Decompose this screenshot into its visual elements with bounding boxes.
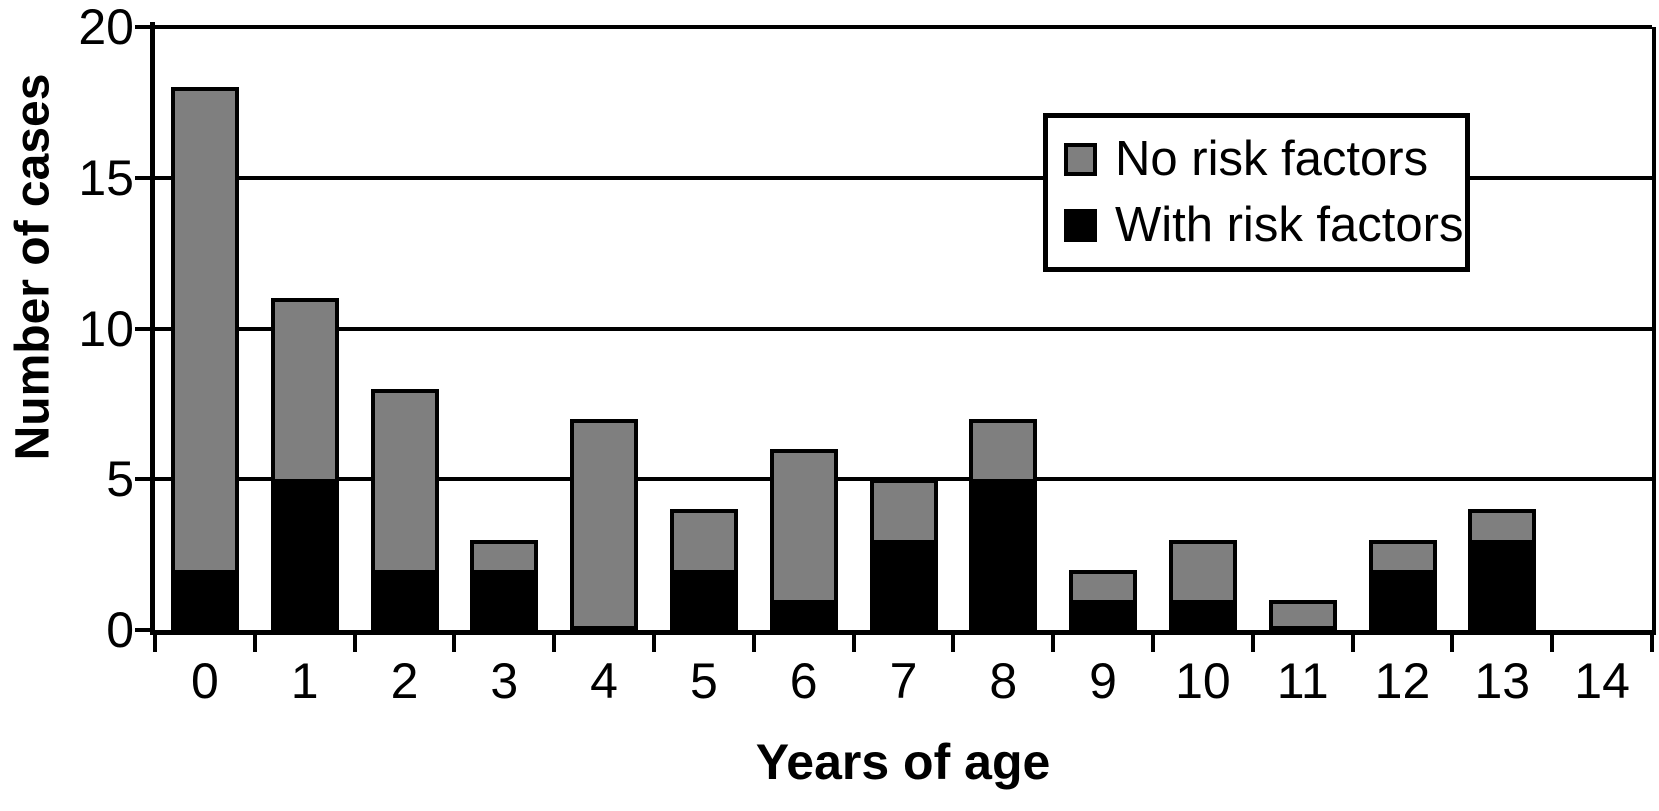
bar-segment-with-risk-factors-age-3: [474, 569, 535, 626]
legend-item-no-risk-factors: No risk factors: [1064, 135, 1465, 184]
x-tick-9: [1051, 633, 1056, 652]
x-tick-11: [1250, 633, 1255, 652]
x-tick-label-2: 2: [390, 653, 419, 709]
x-tick-14: [1550, 633, 1555, 652]
x-tick-13: [1450, 633, 1455, 652]
y-axis-title: Number of cases: [6, 73, 60, 461]
bar-age-3: [470, 540, 539, 630]
bar-age-11: [1268, 600, 1337, 630]
legend-swatch-no-risk-factors: [1064, 143, 1097, 176]
x-tick-label-12: 12: [1374, 653, 1431, 709]
plot-area: [155, 25, 1656, 635]
bar-age-2: [370, 389, 439, 630]
bar-segment-with-risk-factors-age-1: [274, 479, 335, 626]
x-tick-2: [352, 633, 357, 652]
x-tick-label-9: 9: [1089, 653, 1117, 709]
bar-segment-with-risk-factors-age-9: [1073, 599, 1134, 626]
legend-label-with-risk-factors: With risk factors: [1115, 198, 1464, 252]
y-tick-10: [135, 326, 155, 331]
x-tick-label-4: 4: [590, 653, 618, 709]
x-tick-3: [452, 633, 457, 652]
y-tick-5: [135, 477, 155, 482]
y-tick-label-5: 5: [106, 451, 134, 508]
bar-age-13: [1468, 509, 1537, 630]
gridline-y-15: [155, 175, 1652, 180]
x-tick-label-10: 10: [1175, 653, 1231, 709]
x-tick-6: [751, 633, 756, 652]
x-tick-1: [252, 633, 257, 652]
bar-age-9: [1069, 570, 1138, 630]
bar-segment-with-risk-factors-age-6: [773, 599, 834, 626]
legend-item-with-risk-factors: With risk factors: [1064, 201, 1465, 250]
bar-segment-with-risk-factors-age-5: [673, 569, 734, 626]
x-tick-label-7: 7: [889, 653, 918, 709]
x-tick-15: [1650, 633, 1654, 652]
bar-segment-with-risk-factors-age-0: [174, 569, 235, 626]
x-tick-0: [153, 633, 157, 652]
bar-segment-with-risk-factors-age-13: [1472, 539, 1533, 626]
x-tick-4: [552, 633, 557, 652]
bar-segment-with-risk-factors-age-8: [973, 479, 1034, 626]
bar-age-6: [769, 449, 838, 630]
legend: No risk factors With risk factors: [1043, 113, 1470, 272]
bar-age-5: [669, 509, 738, 630]
bar-segment-with-risk-factors-age-2: [374, 569, 435, 626]
bar-segment-with-risk-factors-age-7: [873, 539, 934, 626]
bar-age-4: [570, 419, 639, 630]
bar-segment-with-risk-factors-age-10: [1172, 599, 1233, 626]
gridline-y-20: [155, 25, 1652, 29]
y-tick-15: [135, 175, 155, 180]
x-tick-label-0: 0: [190, 653, 219, 709]
x-axis-title: Years of age: [755, 734, 1051, 790]
y-tick-20: [135, 25, 155, 29]
bar-age-7: [869, 479, 938, 630]
x-tick-label-14: 14: [1574, 653, 1630, 709]
x-tick-label-3: 3: [490, 653, 519, 709]
x-tick-12: [1350, 633, 1355, 652]
x-tick-label-6: 6: [789, 653, 818, 709]
y-tick-label-20: 20: [78, 0, 134, 55]
x-tick-label-11: 11: [1276, 653, 1329, 709]
x-tick-label-1: 1: [290, 653, 319, 709]
y-tick-label-10: 10: [78, 300, 134, 357]
bar-age-1: [270, 298, 339, 630]
x-tick-8: [951, 633, 956, 652]
legend-swatch-with-risk-factors: [1064, 209, 1097, 242]
bar-age-10: [1168, 540, 1237, 630]
gridline-y-10: [155, 326, 1652, 331]
bar-age-0: [170, 87, 239, 630]
x-tick-5: [652, 633, 656, 652]
x-tick-10: [1151, 633, 1155, 652]
x-tick-label-5: 5: [689, 653, 718, 709]
legend-label-no-risk-factors: No risk factors: [1115, 132, 1429, 186]
bar-age-12: [1368, 540, 1437, 630]
y-tick-label-0: 0: [106, 602, 134, 658]
bar-segment-with-risk-factors-age-12: [1372, 569, 1433, 626]
x-tick-label-8: 8: [989, 653, 1018, 709]
y-tick-0: [135, 628, 155, 632]
bar-age-8: [969, 419, 1038, 630]
x-tick-7: [851, 633, 856, 652]
x-tick-label-13: 13: [1474, 653, 1531, 709]
y-tick-label-15: 15: [78, 149, 134, 206]
